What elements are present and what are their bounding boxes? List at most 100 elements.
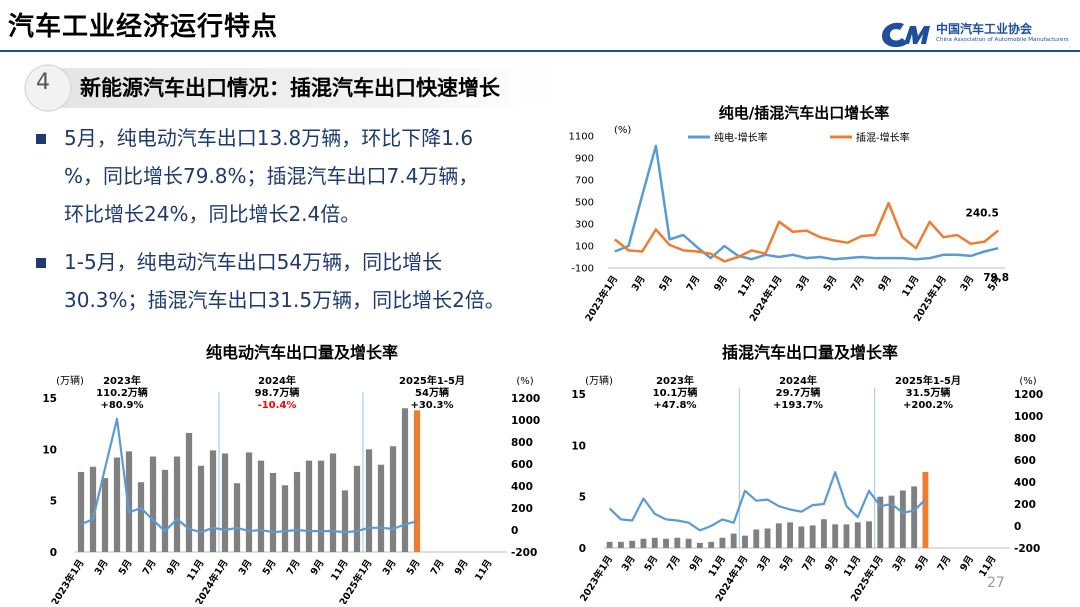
y-tick-label: 700 [575,176,594,187]
volume-bar [832,524,839,548]
volume-bar [257,460,265,552]
section-number: 4 [36,70,50,95]
latest-volume-bar [922,472,929,548]
x-tick-label: 11月 [707,554,728,579]
phev-growth-line [614,201,999,263]
volume-bar [820,519,827,548]
right-tick-label: 1200 [511,393,540,405]
volume-bar [245,452,253,552]
bullet-marker [36,258,46,268]
volume-bar [809,525,816,548]
x-tick-label: 11月 [185,558,206,583]
volume-bar [911,486,918,548]
x-tick-label: 7月 [685,274,703,294]
x-tick-label: 5月 [657,274,675,294]
volume-bar [389,446,397,552]
volume-bar [764,528,771,548]
period-annotation: -10.4% [258,400,297,411]
y-axis-unit: (%) [614,125,631,136]
x-tick-label: 5月 [642,554,660,574]
x-tick-label: 7月 [429,558,447,578]
volume-bar [353,465,361,552]
period-annotation: 29.7万辆 [776,386,821,399]
x-tick-label: 3月 [958,274,976,294]
logo-text-cn: 中国汽车工业协会 [936,22,1033,36]
x-tick-label: 7月 [800,554,818,574]
volume-bar [674,537,681,548]
x-tick-label: 7月 [285,558,303,578]
x-tick-label: 11月 [736,274,757,299]
period-annotation: 10.1万辆 [653,386,698,399]
y-tick-label: 1100 [569,132,594,143]
volume-bar [877,496,884,548]
latest-volume-bar [413,410,421,552]
volume-bar [113,457,121,552]
x-tick-label: 11月 [329,558,350,583]
bullet-2-line-1: 1-5月，纯电动汽车出口54万辆，同比增长 [64,250,443,274]
right-tick-label: 1000 [1014,411,1043,423]
period-annotation: 2024年 [258,374,296,387]
y-tick-label: -100 [571,264,594,275]
left-tick-label: 10 [42,444,57,456]
logo-text-en: China Association of Automobile Manufact… [936,37,1069,43]
period-annotation: 2024年 [779,374,817,387]
volume-bar [866,521,872,548]
volume-bar [730,533,737,548]
period-annotation: 98.7万辆 [255,386,300,399]
chart-title: 纯电动汽车出口量及增长率 [206,343,398,362]
caam-logo [882,22,930,48]
x-tick-label: 5月 [261,558,279,578]
volume-bar [742,535,748,548]
volume-bar [341,490,349,552]
y-tick-label: 500 [575,198,594,209]
volume-bar [843,524,850,548]
bullet-2-line-2: 30.3%；插混汽车出口31.5万辆，同比增长2倍。 [64,288,505,312]
volume-bar [365,449,373,552]
volume-bar [77,471,85,552]
x-tick-label: 2023年1月 [577,553,615,604]
volume-bar [685,538,692,548]
volume-bar [305,460,313,552]
volume-bar [753,529,760,548]
volume-bar [888,495,895,548]
right-tick-label: -200 [1014,543,1040,555]
bullet-1-line-3: 环比增长24%，同比增长2.4倍。 [64,202,361,226]
caam-logo-m [904,26,930,44]
header-divider [0,50,1080,52]
x-tick-label: 9月 [688,554,706,574]
y-tick-label: 900 [575,154,594,165]
volume-bar [197,465,205,552]
x-tick-label: 3月 [620,554,638,574]
left-tick-label: 15 [571,389,586,401]
x-tick-label: 3月 [755,554,773,574]
bullet-1-line-2: %，同比增长79.8%；插混汽车出口7.4万辆， [64,164,479,188]
x-tick-label: 3月 [630,274,648,294]
period-annotation: 110.2万辆 [96,386,148,399]
right-tick-label: 0 [1014,521,1021,533]
volume-bar [629,540,636,548]
growth-rate-line [80,417,418,534]
right-tick-label: -200 [511,547,537,559]
page-number: 27 [987,575,1005,591]
period-annotation: +193.7% [773,400,823,411]
volume-bar [125,451,133,552]
x-tick-label: 9月 [165,558,183,578]
left-tick-label: 0 [579,543,586,555]
left-tick-label: 15 [42,393,57,405]
volume-bar [269,472,277,552]
bev-end-label: 79.8 [983,272,1009,284]
volume-bar [209,450,217,552]
right-axis-unit: (%) [516,376,533,387]
legend-label: 纯电-增长率 [714,131,768,144]
bullet-1: 5月，纯电动汽车出口13.8万辆，环比下降1.6 %，同比增长79.8%；插混汽… [32,120,562,235]
x-tick-label: 3月 [891,554,909,574]
x-tick-label: 3月 [794,274,812,294]
page-title: 汽车工业经济运行特点 [8,12,279,42]
right-axis-unit: (%) [1019,376,1036,387]
right-tick-label: 600 [1014,455,1036,467]
section-heading-band [24,64,582,112]
bev-export-chart: 纯电动汽车出口量及增长率 (万辆) (%) 15 10 5 0 1200 1000 800 600 4… [42,343,540,604]
right-tick-label: 0 [511,525,518,537]
volume-bar [401,408,409,552]
x-tick-label: 3月 [381,558,399,578]
